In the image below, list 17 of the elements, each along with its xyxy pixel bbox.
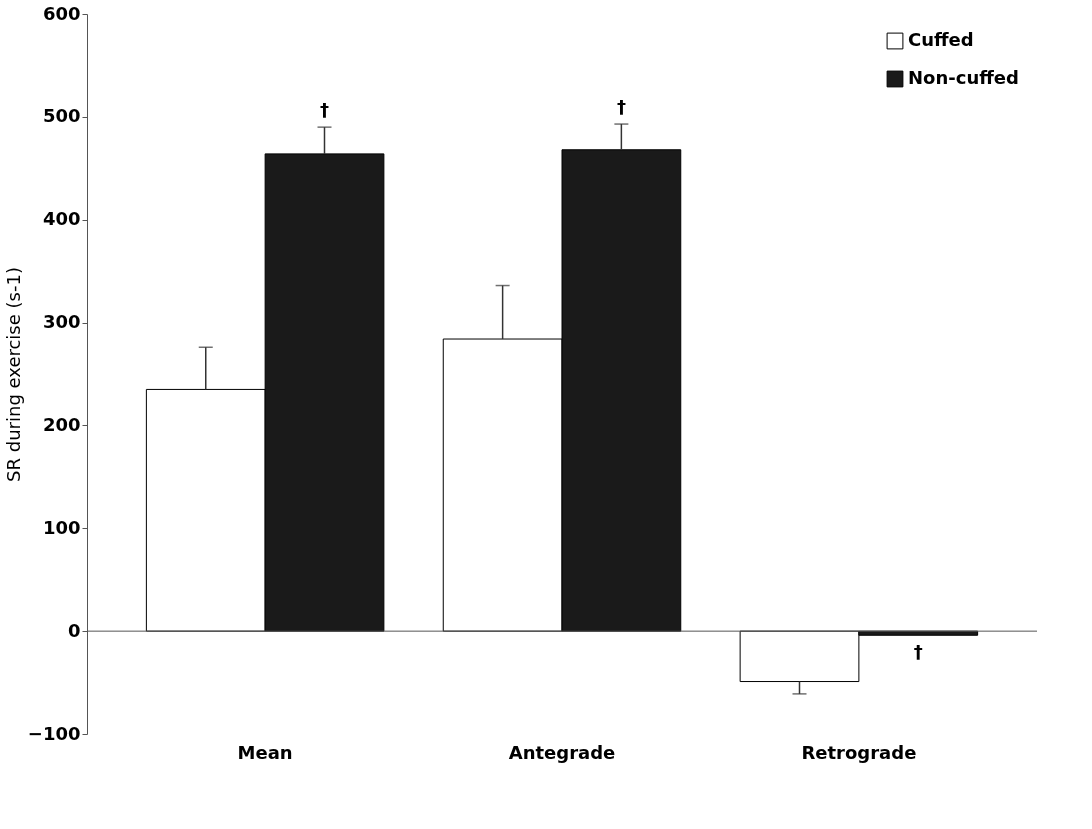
x-tick-label: Mean bbox=[237, 741, 293, 763]
y-tick-label: 0 bbox=[67, 619, 81, 641]
y-tick-label: 500 bbox=[42, 105, 81, 127]
y-tick-label: 300 bbox=[42, 311, 81, 333]
y-tick-label: 600 bbox=[42, 2, 81, 24]
legend-label: Non-cuffed bbox=[908, 67, 1019, 88]
annotation: † bbox=[616, 96, 626, 118]
y-axis-title: SR during exercise (s-1) bbox=[2, 267, 24, 482]
legend-label: Cuffed bbox=[908, 29, 974, 50]
x-tick-label: Antegrade bbox=[508, 741, 616, 763]
y-tick-label: 400 bbox=[42, 208, 81, 230]
y-tick-label: −100 bbox=[27, 722, 81, 744]
x-tick-label: Retrograde bbox=[801, 741, 917, 763]
y-tick-label: 100 bbox=[42, 516, 81, 538]
annotation: † bbox=[913, 641, 923, 663]
y-tick-label: 200 bbox=[42, 413, 81, 435]
annotation: † bbox=[320, 99, 329, 121]
